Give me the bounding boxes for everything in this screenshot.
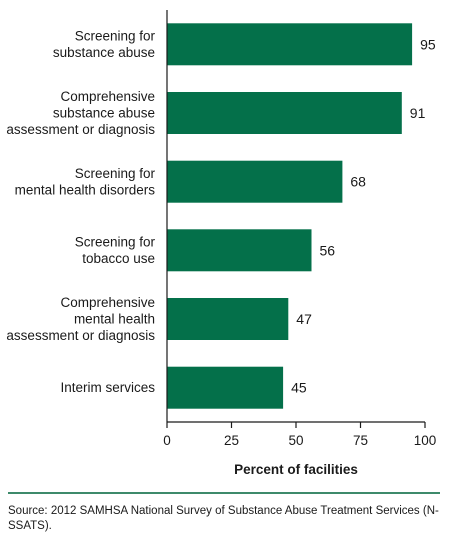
value-label: 56 [320,242,336,258]
category-label: Screening for substance abuse [53,29,156,61]
bar [167,23,413,66]
category-label: Interim services [60,380,155,395]
category-label: Comprehensive mental health assessment or … [6,295,155,343]
source-divider [8,492,440,494]
value-label: 91 [410,105,426,121]
value-label: 47 [296,311,312,327]
x-tick-label: 50 [288,433,303,448]
category-label: Screening for tobacco use [75,235,156,267]
x-tick-label: 0 [163,433,171,448]
x-axis-title: Percent of facilities [234,462,358,477]
value-label: 68 [350,174,366,190]
bar [167,229,312,272]
value-label: 95 [420,36,436,52]
value-label: 45 [291,380,307,396]
bar-chart: 95 Screening for substance abuse 91 Comprehe… [6,10,437,477]
bar [167,92,402,134]
x-tick-label: 25 [224,433,239,448]
bar [167,366,284,409]
x-tick-label: 100 [414,433,437,448]
category-label: Screening for mental health disorders [15,166,156,198]
category-label: Comprehensive substance abuse assessment o… [6,89,155,137]
x-tick-label: 75 [353,433,368,448]
bar [167,160,343,203]
source-note: Source: 2012 SAMHSA National Survey of S… [8,505,439,532]
bar [167,298,289,340]
